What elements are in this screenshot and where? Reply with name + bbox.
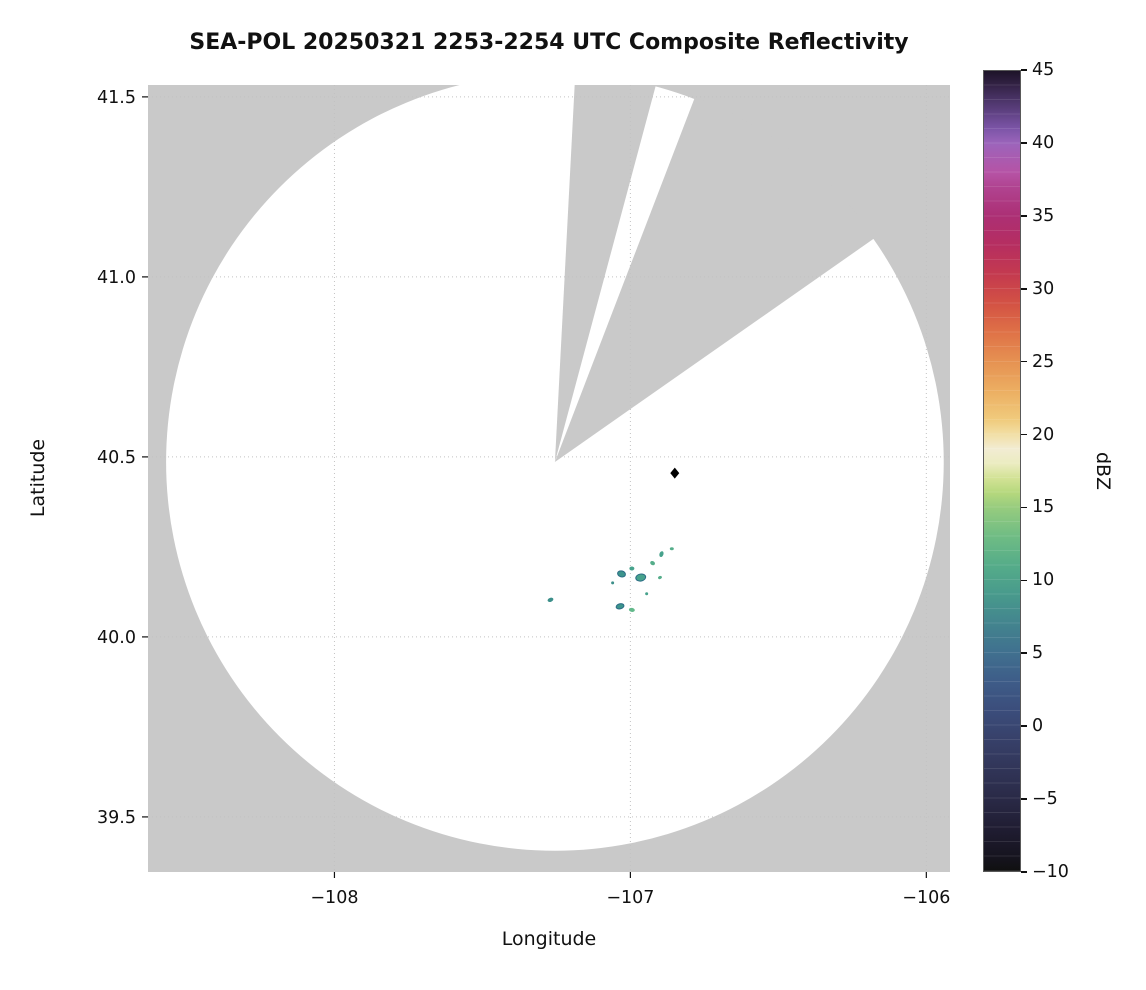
reflectivity-echo [650,560,655,566]
colorbar-tick-label: 15 [1032,497,1055,518]
blocked-sector-0 [554,85,656,462]
reflectivity-echo [629,566,635,571]
chart-title: SEA-POL 20250321 2253-2254 UTC Composite… [189,30,909,55]
y-axis-label: Latitude [27,438,49,518]
reflectivity-echo [628,607,635,612]
colorbar-tick-mark [1021,506,1027,509]
y-tick-label: 40.0 [97,628,136,648]
colorbar-tick-label: 25 [1032,351,1055,372]
colorbar-unit-label: dBZ [1092,451,1114,491]
colorbar-tick-label: 0 [1032,716,1044,737]
colorbar [983,70,1021,872]
colorbar-tick-mark [1021,871,1027,873]
site-diamond-marker [670,467,680,479]
colorbar-tick-label: 5 [1032,643,1044,664]
reflectivity-echo [669,547,674,551]
colorbar-tick-label: 40 [1032,132,1055,153]
reflectivity-echo [615,603,625,610]
y-tick-label: 41.0 [97,268,136,288]
colorbar-tick-label: 10 [1032,570,1055,591]
colorbar-tick-labels: −10 −5 0 5 10 15 20 25 30 35 40 45 [1021,60,1111,882]
colorbar-tick-mark [1021,652,1027,655]
colorbar-tick-mark [1021,215,1027,217]
colorbar-tick-label: 30 [1032,278,1055,299]
colorbar-tick-mark [1021,287,1027,290]
reflectivity-echo [617,570,626,578]
colorbar-tick-mark [1021,69,1027,71]
x-tick-label: −107 [606,888,654,908]
colorbar-tick-label: 45 [1032,60,1055,80]
colorbar-tick-mark [1021,798,1027,800]
colorbar-tick-label: −5 [1032,789,1058,810]
x-tick-label: −108 [310,888,358,908]
reflectivity-echo [645,592,649,596]
reflectivity-echo [659,551,664,558]
colorbar-discrete-bands [984,71,1020,871]
reflectivity-echo [658,575,662,580]
reflectivity-echo [547,597,554,602]
colorbar-tick-label: 20 [1032,424,1055,445]
colorbar-tick-mark [1021,725,1027,727]
colorbar-tick-mark [1021,579,1027,582]
y-tick-label: 40.5 [97,448,136,468]
colorbar-tick-mark [1021,360,1027,363]
y-tick-label: 39.5 [97,808,136,828]
colorbar-tick-label: −10 [1032,862,1069,882]
y-tick-label: 41.5 [97,88,136,108]
reflectivity-echo [611,581,615,585]
x-tick-label: −106 [902,888,950,908]
x-axis-label: Longitude [501,928,597,950]
colorbar-tick-mark [1021,433,1027,436]
colorbar-tick-label: 35 [1032,205,1055,226]
blocked-sector-1 [554,97,876,462]
colorbar-gradient [984,71,1020,871]
colorbar-tick-mark [1021,142,1027,144]
reflectivity-echo [635,573,647,582]
